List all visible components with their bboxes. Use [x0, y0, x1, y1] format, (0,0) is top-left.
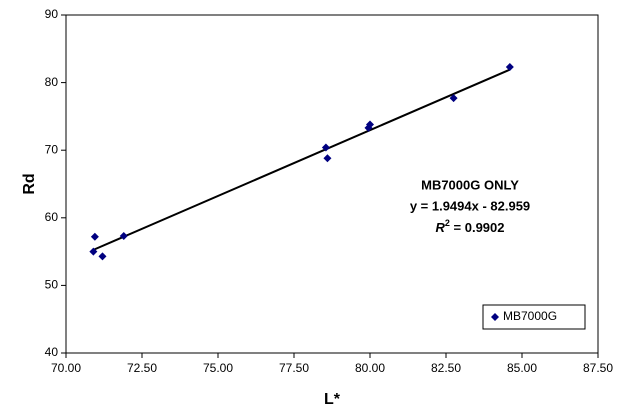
- point: [90, 232, 99, 241]
- x-tick-label: 80.00: [355, 361, 385, 375]
- point: [366, 120, 374, 129]
- point: [321, 143, 330, 152]
- legend-box: [482, 304, 586, 330]
- y-tick-label: 60: [45, 210, 59, 224]
- y-tick-label: 70: [45, 142, 59, 156]
- x-axis-label: L*: [324, 391, 341, 408]
- x-tick-label: 72.50: [127, 361, 157, 375]
- y-tick-label: 80: [45, 75, 59, 89]
- x-tick-label: 75.00: [203, 361, 233, 375]
- legend-label: MB7000G: [503, 309, 557, 323]
- point: [89, 247, 98, 256]
- annotation: MB7000G ONLY: [421, 177, 519, 192]
- r-squared: R2 = 0.9902: [436, 218, 505, 235]
- point: [119, 232, 128, 241]
- legend-marker: [491, 313, 499, 321]
- point: [98, 252, 107, 261]
- x-tick-label: 87.50: [583, 361, 613, 375]
- x-tick-label: 70.00: [51, 361, 81, 375]
- y-axis-label: Rd: [21, 173, 38, 194]
- trendline: [92, 68, 511, 251]
- point: [505, 63, 514, 72]
- point: [449, 94, 458, 103]
- x-tick-label: 85.00: [507, 361, 537, 375]
- point: [323, 154, 332, 163]
- plot-area: [65, 14, 599, 354]
- x-tick-label: 77.50: [279, 361, 309, 375]
- y-tick-label: 40: [45, 345, 59, 359]
- y-tick-label: 90: [45, 7, 59, 21]
- x-tick-label: 82.50: [431, 361, 461, 375]
- annotation: y = 1.9494x - 82.959: [410, 198, 530, 213]
- y-tick-label: 50: [45, 278, 59, 292]
